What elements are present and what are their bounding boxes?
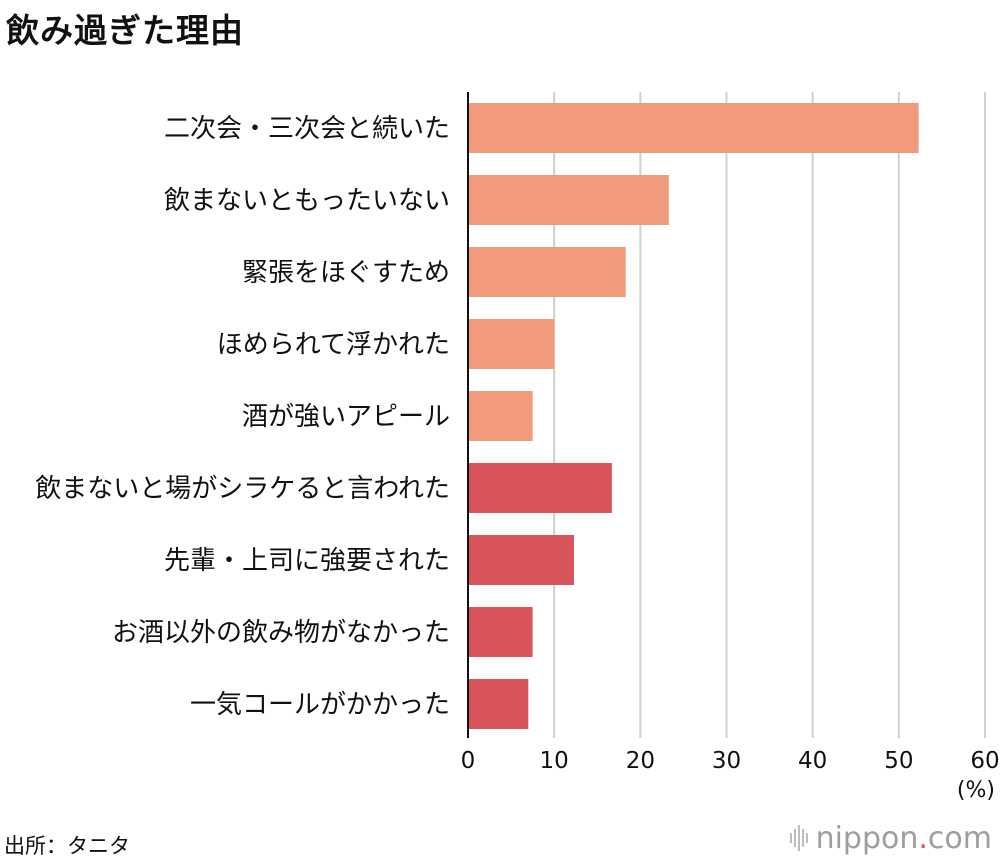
category-label: 酒が強いアピール [242, 402, 450, 432]
tick-label: 0 [461, 748, 476, 774]
category-label: 飲まないと場がシラケると言われた [35, 474, 450, 504]
tick-label: 50 [884, 748, 913, 774]
category-label: 二次会・三次会と続いた [164, 114, 450, 144]
bar [468, 679, 529, 729]
bar [468, 535, 574, 585]
tick-label: 30 [712, 748, 741, 774]
unit-label: (%) [957, 778, 995, 803]
nippon-logo: nippon.com [789, 820, 992, 856]
bar [468, 463, 612, 513]
bar [468, 319, 555, 369]
chart-title: 飲み過ぎた理由 [6, 11, 244, 50]
category-label: 先輩・上司に強要された [164, 546, 450, 576]
source-note: 出所：タニタ [4, 834, 130, 858]
tick-label: 40 [798, 748, 827, 774]
logo-text: nippon.com [815, 820, 992, 856]
category-label: お酒以外の飲み物がなかった [112, 618, 450, 648]
sound-bars-icon [789, 825, 808, 851]
tick-label: 60 [970, 748, 999, 774]
tick-label: 20 [626, 748, 655, 774]
category-label: ほめられて浮かれた [217, 330, 450, 360]
category-label: 一気コールがかかった [190, 690, 450, 720]
category-label: 飲まないともったいない [164, 186, 450, 216]
bar [468, 247, 626, 297]
bar [468, 607, 533, 657]
bar [468, 175, 669, 225]
bar [468, 103, 919, 153]
tick-label: 10 [540, 748, 569, 774]
category-label: 緊張をほぐすため [242, 258, 450, 288]
bar [468, 391, 533, 441]
